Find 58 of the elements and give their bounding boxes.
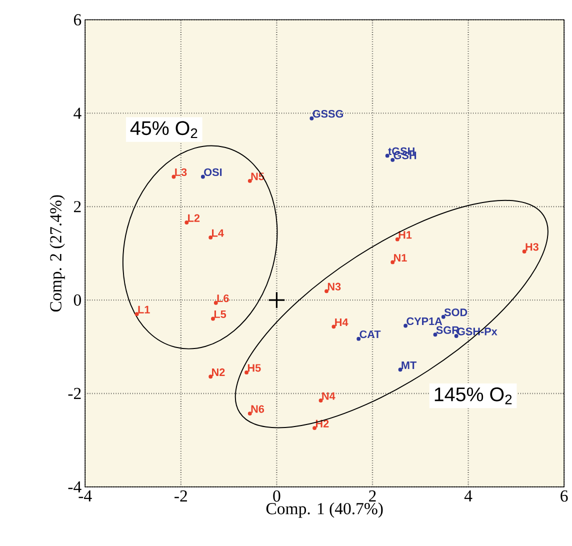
data-label: L5 <box>214 310 226 318</box>
point <box>398 368 402 372</box>
data-label: N3 <box>328 282 341 290</box>
y-tick-label: 2 <box>74 200 81 212</box>
data-label: H2 <box>316 420 329 428</box>
point <box>134 312 139 316</box>
data-label: N2 <box>212 368 225 376</box>
data-label: N4 <box>322 392 336 400</box>
data-label: OSI <box>204 168 222 176</box>
data-label: L1 <box>138 306 150 314</box>
y-tick-label: 4 <box>74 108 82 119</box>
data-label: GSSG <box>312 110 344 118</box>
point <box>522 249 526 254</box>
point <box>214 300 218 305</box>
point <box>318 398 323 402</box>
point <box>312 426 317 430</box>
data-label: L4 <box>212 229 224 237</box>
annotation: 45% O$_{2}$ <box>130 121 198 138</box>
y-tick-label: -4 <box>68 481 82 492</box>
data-label: L6 <box>217 294 229 302</box>
x-axis-title: Comp. 1 (40.7%) <box>266 502 383 518</box>
data-label: SGR <box>436 326 460 334</box>
point <box>268 292 285 308</box>
point <box>244 370 248 374</box>
point <box>211 316 215 321</box>
point <box>208 235 213 240</box>
annotation: 145% O$_{2}$ <box>434 387 512 404</box>
point <box>248 178 252 183</box>
data-label: SOD <box>444 308 468 316</box>
y-tick-label: -2 <box>68 388 81 399</box>
x-tick-label: -2 <box>174 490 187 502</box>
point <box>184 220 189 224</box>
y-axis-title: Comp. 2 (27.4%) <box>50 195 65 312</box>
point <box>208 374 213 378</box>
x-tick-label: 0 <box>273 490 280 502</box>
x-tick-label: 4 <box>464 490 472 502</box>
x-tick-label: 6 <box>560 490 568 502</box>
data-label: L3 <box>175 168 187 176</box>
data-label: N6 <box>251 405 264 413</box>
x-tick-label: 2 <box>369 490 376 502</box>
data-label: H5 <box>248 364 261 372</box>
y-tick-label: 0 <box>74 294 81 306</box>
data-label: CYP1A <box>406 317 442 325</box>
data-label: H3 <box>526 242 538 251</box>
point <box>395 237 400 242</box>
y-tick-label: 6 <box>74 14 82 26</box>
point <box>172 174 176 179</box>
data-label: H4 <box>335 318 348 326</box>
point <box>248 411 252 416</box>
point <box>200 174 205 179</box>
data-label: H1 <box>398 231 412 239</box>
data-label: CAT <box>360 330 381 338</box>
data-label: MT <box>402 361 417 369</box>
data-label: L2 <box>188 214 200 222</box>
point <box>332 324 336 329</box>
point <box>324 289 328 294</box>
point <box>390 260 395 264</box>
data-label: N1 <box>394 254 407 262</box>
